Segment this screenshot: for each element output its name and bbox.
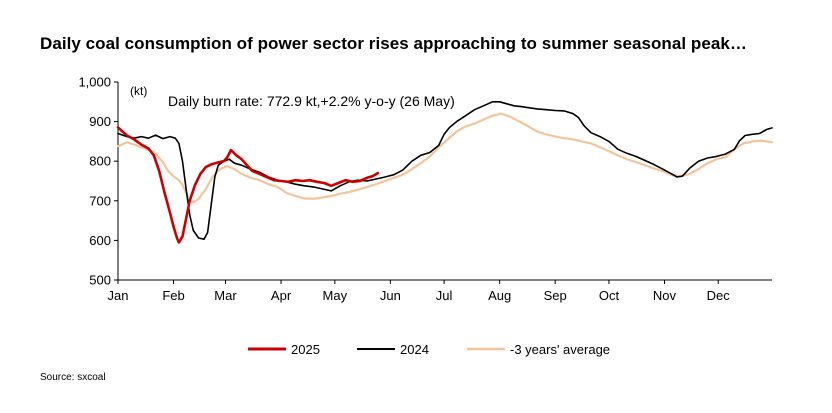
legend-label-1: 2024: [400, 342, 429, 357]
y-tick-label: 500: [89, 273, 111, 288]
series-line-2: [116, 112, 774, 204]
source-note: Source: sxcoal: [40, 372, 106, 383]
x-tick-label: Feb: [162, 288, 184, 303]
x-tick-label: Oct: [599, 288, 620, 303]
y-unit-label: (kt): [130, 84, 147, 98]
x-tick-label: May: [323, 288, 348, 303]
x-tick-label: Mar: [214, 288, 237, 303]
x-tick-label: Jul: [436, 288, 453, 303]
series-line-1: [117, 101, 773, 240]
series-layer: [116, 101, 774, 244]
x-tick-label: Dec: [707, 288, 731, 303]
x-tick-label: Jan: [108, 288, 129, 303]
x-tick-label: Sep: [544, 288, 567, 303]
x-tick-label: Nov: [653, 288, 677, 303]
y-tick-label: 800: [89, 154, 111, 169]
axes: 500 600 700 800 900 1,000 Jan Feb Mar Apr May Jun Ju…: [78, 75, 772, 303]
y-tick-label: 1,000: [78, 75, 111, 90]
series-line-0: [116, 126, 380, 244]
burn-rate-annotation: Daily burn rate: 772.9 kt,+2.2% y-o-y (2…: [168, 93, 455, 109]
legend-label-0: 2025: [291, 342, 320, 357]
x-tick-label: Jun: [380, 288, 401, 303]
y-tick-label: 900: [89, 114, 111, 129]
chart-title: Daily coal consumption of power sector r…: [40, 34, 747, 53]
legend-label-2: -3 years' average: [510, 342, 610, 357]
y-tick-label: 700: [89, 193, 111, 208]
legend: 2025 2024 -3 years' average: [248, 342, 610, 357]
x-tick-label: Aug: [488, 288, 511, 303]
x-tick-label: Apr: [271, 288, 292, 303]
y-tick-label: 600: [89, 233, 111, 248]
